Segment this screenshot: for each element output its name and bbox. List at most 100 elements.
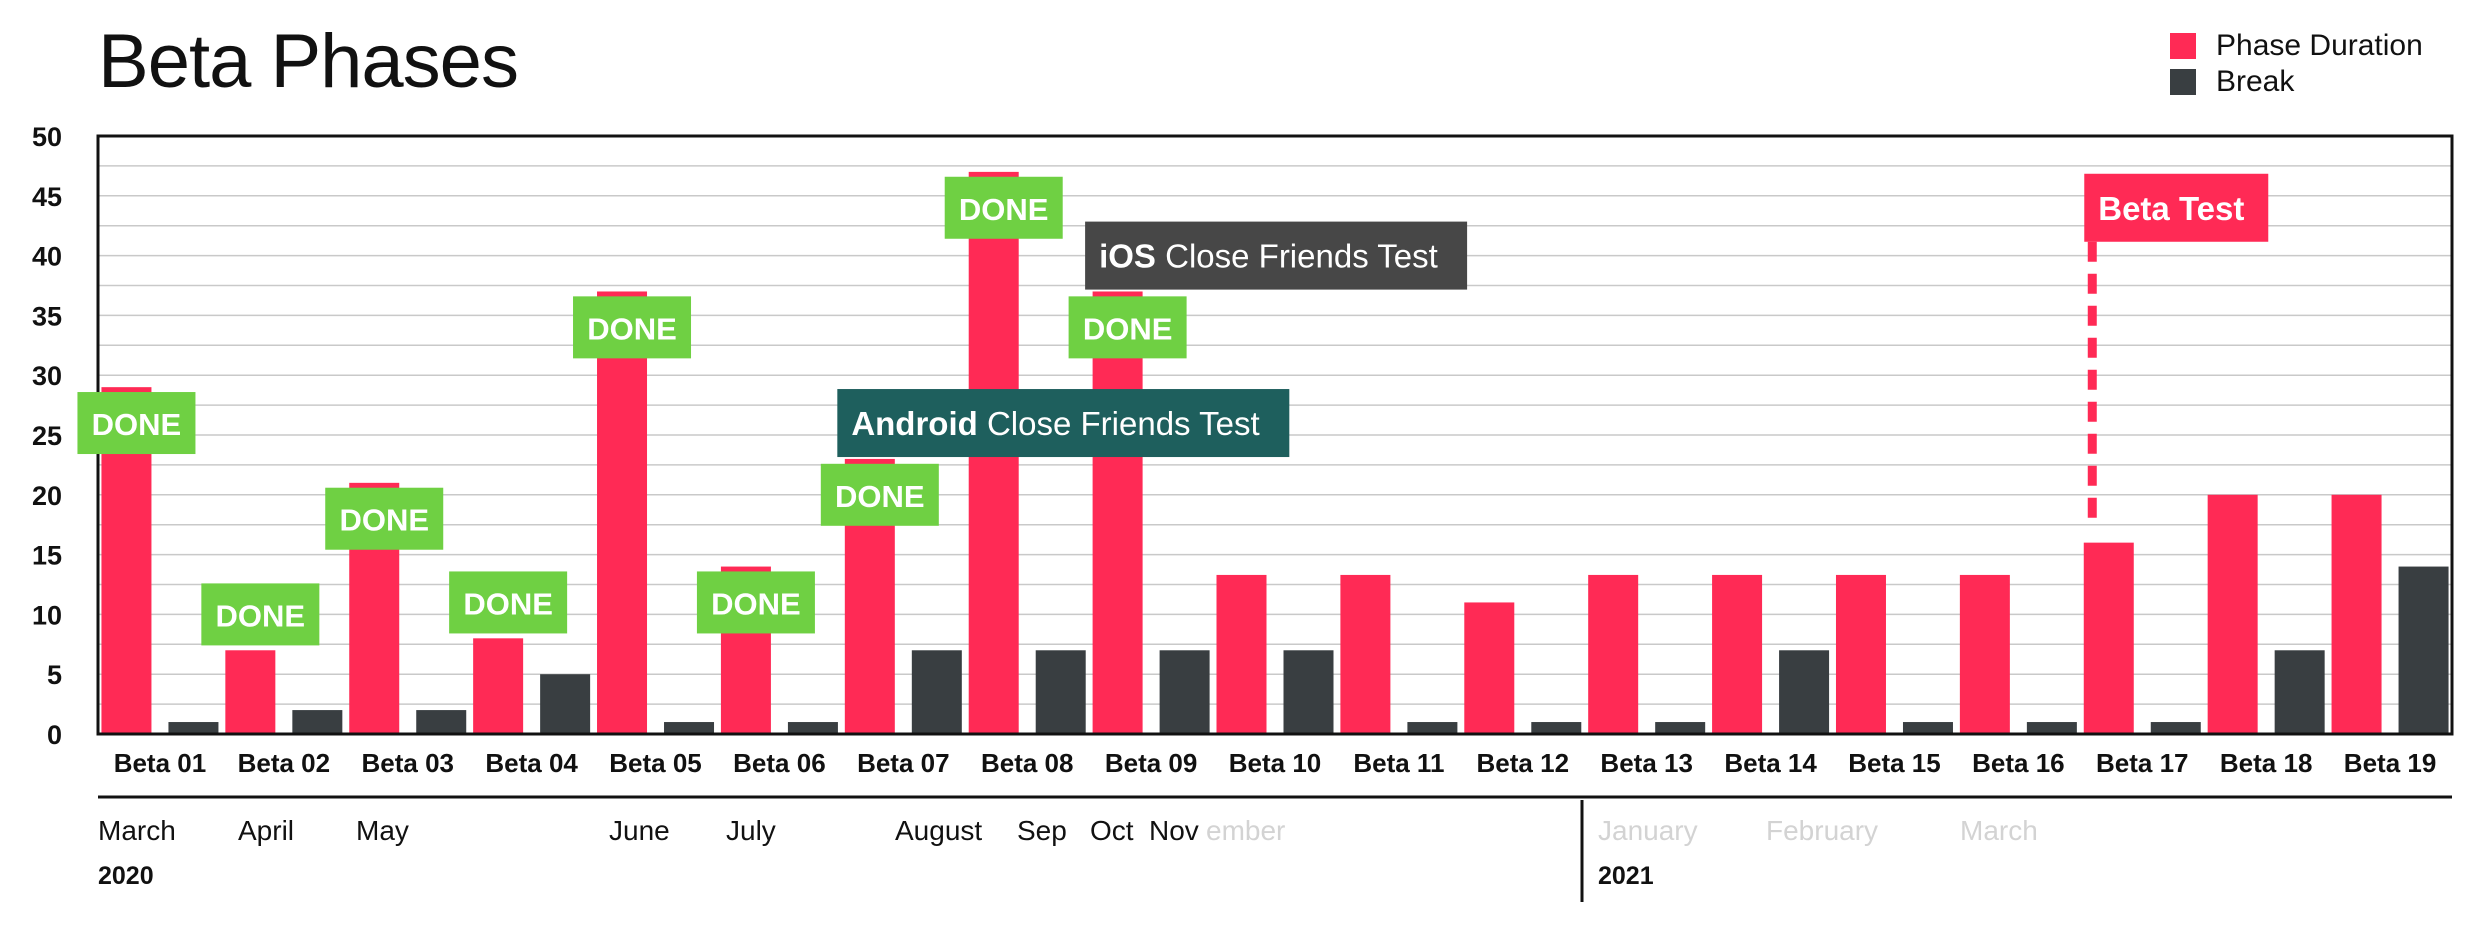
x-tick-label: Beta 06 (733, 748, 826, 778)
bar-phase-duration (1092, 291, 1143, 734)
timeline-month: Oct (1090, 815, 1134, 846)
done-badge (820, 463, 939, 526)
y-tick-label: 35 (32, 301, 62, 331)
labels: DONE DONE DONE DONE DONE DONE DONE DONE DONE (77, 176, 1187, 646)
bar-phase-duration (1959, 574, 2010, 734)
done-badge-text: DONE (463, 586, 553, 621)
bar-break (416, 710, 467, 734)
done-badge-text: DONE (587, 311, 677, 346)
done-badge (77, 392, 196, 455)
done-badge-text: DONE (959, 192, 1049, 227)
x-tick-label: Beta 05 (609, 748, 702, 778)
timeline-year: 2020 (98, 862, 154, 890)
bar-break (2398, 566, 2449, 734)
timeline-month: ember (1206, 815, 1285, 846)
annotation-box (837, 389, 1290, 458)
legend-item-break: Break (2170, 64, 2423, 100)
bar-break (1902, 722, 1953, 734)
bar-break (664, 722, 715, 734)
done-badge-text: DONE (711, 586, 801, 621)
timeline-month: March (1960, 815, 2038, 846)
done-badge-text: DONE (339, 503, 429, 538)
legend-swatch-phase-duration (2170, 33, 2196, 59)
x-tick-label: Beta 07 (857, 748, 950, 778)
chart-title: Beta Phases (98, 19, 519, 104)
legend-label-phase-duration: Phase Duration (2216, 29, 2423, 62)
annotation-rest: Close Friends Test (1156, 238, 1438, 275)
done-badge (573, 296, 692, 359)
bar-break (1407, 722, 1458, 734)
done-badge-text: DONE (1083, 311, 1173, 346)
timeline-month: August (895, 815, 982, 846)
done-badge (201, 583, 320, 646)
x-tick-label: Beta 08 (981, 748, 1074, 778)
y-tick-label: 30 (32, 361, 62, 391)
bar-phase-duration (2331, 494, 2382, 734)
bar-phase-duration (1464, 602, 1515, 734)
y-tick-label: 20 (32, 481, 62, 511)
bar-phase-duration (1588, 574, 1639, 734)
done-badge (1068, 296, 1187, 359)
x-tick-label: Beta 13 (1600, 748, 1693, 778)
x-tick-label: Beta 09 (1105, 748, 1198, 778)
timeline-month: June (609, 815, 670, 846)
bar-phase-duration (225, 650, 276, 734)
x-tick-label: Beta 17 (2096, 748, 2189, 778)
y-tick-label: 25 (32, 421, 62, 451)
timeline-month: May (356, 815, 409, 846)
bar-break (1531, 722, 1582, 734)
x-tick-label: Beta 02 (238, 748, 331, 778)
timeline: March April May June July August Sep Oct Nov embe… (98, 795, 2452, 902)
done-badge (449, 571, 568, 634)
annotation-text: iOS Close Friends Test (1099, 238, 1438, 275)
annotation-text: Android Close Friends Test (851, 405, 1259, 442)
bar-phase-duration (473, 638, 524, 734)
bar-break (1655, 722, 1706, 734)
done-badge-text: DONE (92, 407, 182, 442)
x-tick-label: Beta 11 (1353, 748, 1444, 778)
x-tick-label: Beta 12 (1477, 748, 1570, 778)
x-tick-label: Beta 19 (2344, 748, 2437, 778)
done-badge (325, 487, 444, 550)
x-tick-label: Beta 04 (485, 748, 578, 778)
y-tick-label: 15 (32, 541, 62, 571)
timeline-month: March (98, 815, 176, 846)
chart-legend: Phase Duration Break (2170, 28, 2423, 100)
annotation-bold: Android (851, 405, 977, 442)
done-badge (944, 176, 1063, 239)
bar-break (540, 674, 591, 734)
y-tick-label: 45 (32, 182, 62, 212)
annotation-bold: Beta Test (2098, 190, 2244, 227)
x-tick-label: Beta 16 (1972, 748, 2065, 778)
legend-swatch-break (2170, 69, 2196, 95)
bar-break (2150, 722, 2201, 734)
timeline-month: July (726, 815, 776, 846)
legend-label-break: Break (2216, 65, 2295, 98)
timeline-month: January (1598, 815, 1698, 846)
bar-break (292, 710, 343, 734)
axes: 0 5 10 15 20 25 30 35 40 45 50 Beta 01 Beta 02 Beta 0… (32, 122, 2454, 778)
annotation-text: Beta Test (2098, 190, 2244, 227)
x-tick-label: Beta 10 (1229, 748, 1322, 778)
bar-break (168, 722, 219, 734)
x-tick-label: Beta 03 (361, 748, 454, 778)
timeline-month: Nov (1149, 815, 1199, 846)
y-tick-label: 5 (47, 660, 62, 690)
done-badge (696, 571, 815, 634)
bar-phase-duration (2083, 542, 2134, 734)
timeline-month: Sep (1017, 815, 1067, 846)
y-tick-label: 0 (47, 720, 62, 750)
bar-break (1035, 650, 1086, 734)
timeline-year: 2021 (1598, 862, 1654, 890)
bar-phase-duration (2207, 494, 2258, 734)
bar-break (2274, 650, 2325, 734)
y-tick-label: 40 (32, 242, 62, 272)
x-tick-label: Beta 18 (2220, 748, 2313, 778)
timeline-month: April (238, 815, 294, 846)
annotation-bold: iOS (1099, 238, 1156, 275)
bar-break (911, 650, 962, 734)
bar-break (1779, 650, 1830, 734)
bar-phase-duration (1712, 574, 1763, 734)
